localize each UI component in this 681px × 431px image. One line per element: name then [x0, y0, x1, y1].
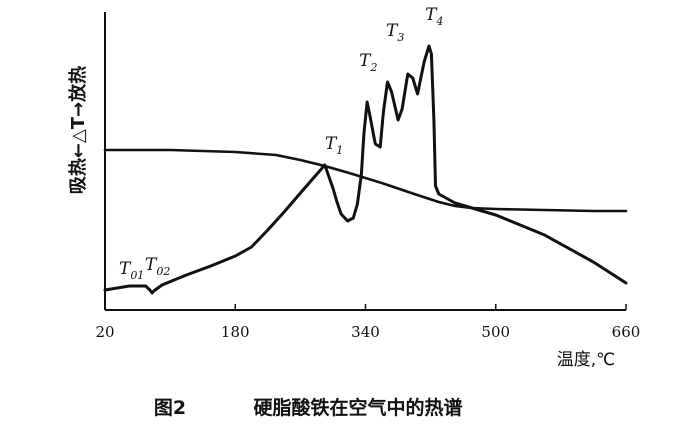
y-axis-label: 吸热←△T→放热 [67, 66, 89, 194]
x-ticks: 20 180 340 500 660 [95, 304, 640, 341]
x-tick-label: 660 [612, 323, 641, 341]
x-axis-label: 温度,℃ [557, 350, 616, 370]
x-tick-label: 20 [95, 323, 114, 341]
peak-label: T02 [145, 255, 170, 278]
peak-label: T2 [359, 51, 377, 74]
peak-label: T3 [386, 21, 404, 44]
peak-label: T1 [325, 134, 343, 157]
curves [103, 44, 628, 295]
peak-label: T01 [119, 259, 144, 282]
figure-caption-label: 图2 [154, 397, 186, 419]
x-tick-label: 500 [481, 323, 510, 341]
peak-label: T4 [425, 5, 443, 28]
x-tick-label: 180 [221, 323, 250, 341]
figure-caption-text: 硬脂酸铁在空气中的热谱 [253, 396, 462, 419]
dta-curve [103, 44, 628, 295]
tga-curve [103, 148, 628, 213]
x-tick-label: 340 [351, 323, 380, 341]
